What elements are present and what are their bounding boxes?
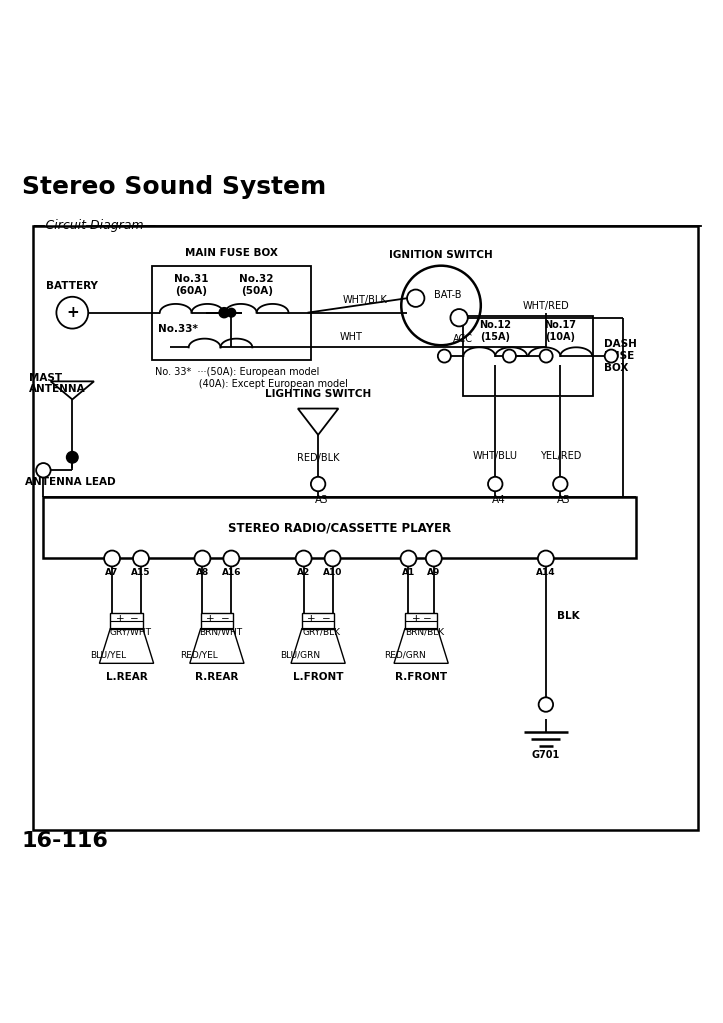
Text: No.17
(10A): No.17 (10A) xyxy=(544,320,576,342)
Text: BLU/YEL: BLU/YEL xyxy=(90,651,127,659)
Text: G701: G701 xyxy=(531,750,560,760)
Circle shape xyxy=(311,477,325,491)
Text: 16-116: 16-116 xyxy=(22,832,108,851)
Text: LIGHTING SWITCH: LIGHTING SWITCH xyxy=(265,390,371,399)
Text: RED/YEL: RED/YEL xyxy=(180,651,218,659)
Circle shape xyxy=(407,290,424,307)
Circle shape xyxy=(227,308,236,317)
Text: IGNITION SWITCH: IGNITION SWITCH xyxy=(389,250,493,260)
Text: A4: A4 xyxy=(492,495,506,505)
Circle shape xyxy=(438,350,451,362)
Text: A14: A14 xyxy=(536,568,556,577)
Bar xyxy=(152,266,311,360)
Circle shape xyxy=(604,350,617,362)
Text: STEREO RADIO/CASSETTE PLAYER: STEREO RADIO/CASSETTE PLAYER xyxy=(228,522,451,535)
Circle shape xyxy=(553,477,568,491)
Text: A5: A5 xyxy=(557,495,571,505)
Circle shape xyxy=(104,550,120,567)
Text: −: − xyxy=(322,614,330,624)
Circle shape xyxy=(488,477,502,491)
Circle shape xyxy=(426,550,442,567)
Circle shape xyxy=(450,309,468,326)
Circle shape xyxy=(194,550,210,567)
Text: ANTENNA LEAD: ANTENNA LEAD xyxy=(25,477,116,487)
Text: No.31
(60A): No.31 (60A) xyxy=(174,274,209,296)
Text: No.32
(50A): No.32 (50A) xyxy=(239,274,274,296)
Circle shape xyxy=(219,308,229,318)
Bar xyxy=(43,497,636,559)
Text: −: − xyxy=(130,614,139,624)
Text: A10: A10 xyxy=(323,568,342,577)
Text: A1: A1 xyxy=(402,568,415,577)
Text: DASH
FUSE
BOX: DASH FUSE BOX xyxy=(604,340,636,372)
Circle shape xyxy=(325,550,341,567)
Text: A9: A9 xyxy=(427,568,440,577)
Text: +: + xyxy=(66,305,79,320)
Circle shape xyxy=(133,550,149,567)
Circle shape xyxy=(401,550,416,567)
Text: RED/GRN: RED/GRN xyxy=(384,651,426,659)
Text: L.FRONT: L.FRONT xyxy=(293,672,343,682)
Text: ACC: ACC xyxy=(453,333,473,344)
Circle shape xyxy=(36,463,51,478)
Text: L.REAR: L.REAR xyxy=(106,672,147,682)
Text: +: + xyxy=(206,614,215,624)
Text: Stereo Sound System: Stereo Sound System xyxy=(22,175,326,199)
Circle shape xyxy=(223,550,239,567)
Text: —Circuit Diagram—: —Circuit Diagram— xyxy=(33,219,155,231)
Circle shape xyxy=(67,451,78,463)
Text: A2: A2 xyxy=(297,568,310,577)
Text: +: + xyxy=(412,614,421,624)
Circle shape xyxy=(539,350,552,362)
Text: −: − xyxy=(221,614,229,624)
Text: A8: A8 xyxy=(196,568,209,577)
Text: RED/BLK: RED/BLK xyxy=(297,453,339,463)
Text: WHT/RED: WHT/RED xyxy=(523,301,569,311)
Bar xyxy=(33,226,698,830)
Text: WHT: WHT xyxy=(339,331,362,342)
Text: GRY/BLK: GRY/BLK xyxy=(303,627,341,636)
Text: BLK: BLK xyxy=(557,612,579,621)
Text: R.REAR: R.REAR xyxy=(195,672,239,682)
Text: A16: A16 xyxy=(222,568,241,577)
Text: No.33*: No.33* xyxy=(158,324,197,335)
Circle shape xyxy=(539,698,553,712)
Text: WHT/BLK: WHT/BLK xyxy=(343,296,388,306)
Text: A3: A3 xyxy=(315,495,329,505)
Text: A15: A15 xyxy=(132,568,150,577)
Text: BLU/GRN: BLU/GRN xyxy=(280,651,320,659)
Text: BAT-B: BAT-B xyxy=(434,290,461,300)
Text: BRN/WHT: BRN/WHT xyxy=(199,627,242,636)
Text: No. 33*  ···(50A): European model
              (40A): Except European model: No. 33* ···(50A): European model (40A): … xyxy=(155,367,348,389)
Text: WHT/BLU: WHT/BLU xyxy=(473,451,518,461)
Circle shape xyxy=(503,350,516,362)
Text: −: − xyxy=(423,614,432,624)
Circle shape xyxy=(538,550,554,567)
Text: BATTERY: BATTERY xyxy=(46,281,98,291)
Text: GRY/WHT: GRY/WHT xyxy=(109,627,151,636)
Circle shape xyxy=(296,550,312,567)
Text: +: + xyxy=(116,614,124,624)
Text: R.FRONT: R.FRONT xyxy=(395,672,448,682)
Bar xyxy=(463,316,593,396)
Text: A7: A7 xyxy=(106,568,119,577)
Text: No.12
(15A): No.12 (15A) xyxy=(479,320,511,342)
Text: MAIN FUSE BOX: MAIN FUSE BOX xyxy=(185,249,278,259)
Text: BRN/BLK: BRN/BLK xyxy=(405,627,445,636)
Text: +: + xyxy=(307,614,316,624)
Text: MAST
ANTENNA: MAST ANTENNA xyxy=(29,372,85,394)
Text: YEL/RED: YEL/RED xyxy=(539,451,581,461)
